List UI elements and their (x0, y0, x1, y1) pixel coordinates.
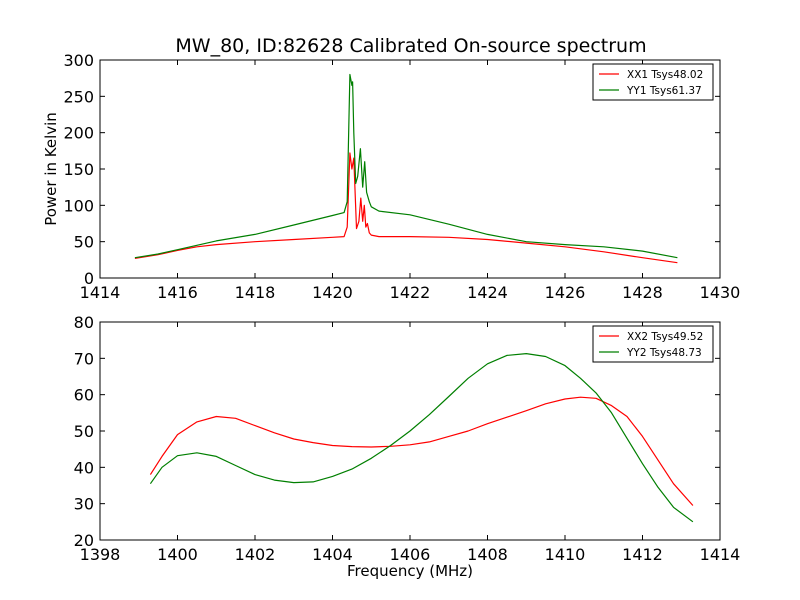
x-tick-label: 1426 (545, 283, 586, 302)
x-tick-label: 1428 (622, 283, 663, 302)
y-tick-label: 250 (63, 87, 94, 106)
series-line-red (134, 152, 678, 264)
series-group (149, 353, 694, 523)
y-tick-label: 150 (63, 160, 94, 179)
y-tick-label: 70 (74, 349, 94, 368)
x-tick-label: 1414 (80, 283, 121, 302)
legend: XX1 Tsys48.02 YY1 Tsys61.37 (592, 63, 714, 101)
y-tick-label: 80 (74, 313, 94, 332)
x-tick-label: 1398 (80, 545, 121, 564)
top-plot-panel: 1414 1416 1418 1420 1422 1424 1426 1428 1430 0 50 1… (42, 51, 740, 302)
legend-box (592, 325, 714, 363)
y-tick-label: 60 (74, 386, 94, 405)
x-tick-label: 1424 (467, 283, 508, 302)
x-tick-label: 1412 (622, 545, 663, 564)
legend-box (592, 63, 714, 101)
legend: XX2 Tsys49.52 YY2 Tsys48.73 (592, 325, 714, 363)
chart-title: MW_80, ID:82628 Calibrated On-source spe… (175, 35, 646, 57)
x-tick-label: 1430 (700, 283, 741, 302)
series-line-red (149, 396, 694, 506)
x-tick-label: 1410 (545, 545, 586, 564)
x-tick-label: 1402 (235, 545, 276, 564)
series-line-green (149, 353, 694, 523)
y-tick-label: 30 (74, 495, 94, 514)
y-tick-label: 20 (74, 531, 94, 550)
y-tick-label: 200 (63, 124, 94, 143)
x-tick-label: 1420 (312, 283, 353, 302)
y-tick-label: 50 (74, 422, 94, 441)
x-tick-label: 1414 (700, 545, 741, 564)
bottom-plot-panel: 1398 1400 1402 1404 1406 1408 1410 1412 1414 20 30… (74, 313, 741, 580)
x-tick-label: 1404 (312, 545, 353, 564)
y-tick-label: 0 (84, 269, 94, 288)
y-tick-label: 40 (74, 458, 94, 477)
x-tick-label: 1408 (467, 545, 508, 564)
y-tick-label: 50 (74, 233, 94, 252)
x-tick-label: 1406 (390, 545, 431, 564)
y-axis-label: Power in Kelvin (42, 112, 60, 226)
series-group (134, 73, 678, 264)
x-tick-label: 1418 (235, 283, 276, 302)
y-tick-label: 100 (63, 196, 94, 215)
x-tick-label: 1400 (157, 545, 198, 564)
legend-entry: XX1 Tsys48.02 (627, 69, 703, 81)
series-line-green (134, 73, 678, 259)
x-axis-label: Frequency (MHz) (347, 562, 473, 580)
x-tick-label: 1422 (390, 283, 431, 302)
legend-entry: XX2 Tsys49.52 (627, 331, 703, 343)
legend-entry: YY2 Tsys48.73 (626, 347, 702, 359)
y-tick-label: 300 (63, 51, 94, 70)
x-tick-label: 1416 (157, 283, 198, 302)
legend-entry: YY1 Tsys61.37 (626, 85, 702, 97)
